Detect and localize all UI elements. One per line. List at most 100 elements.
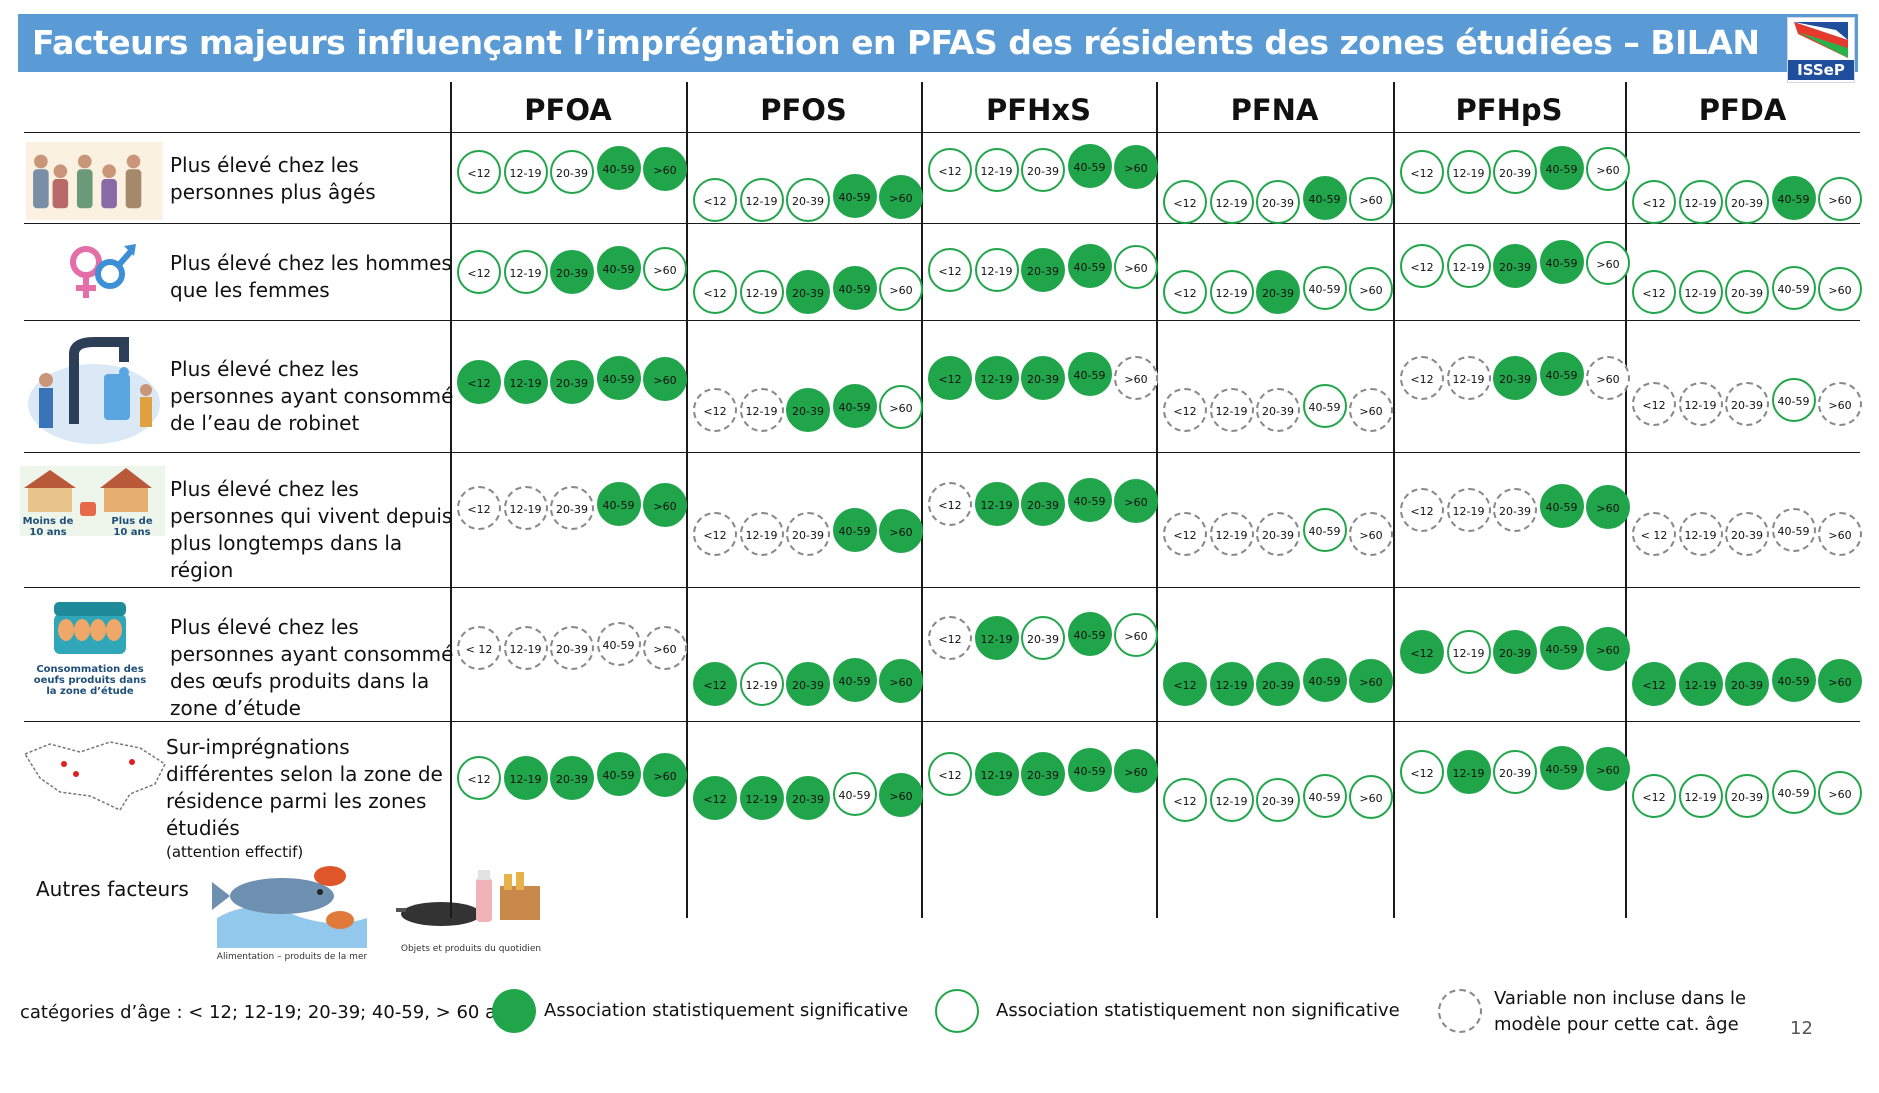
age-circle-sig: 40-59 (596, 146, 641, 190)
age-circle-sig: >60 (879, 509, 923, 553)
age-circle-sig: 20-39 (1021, 356, 1065, 400)
age-circle-sig: >60 (1586, 627, 1630, 671)
age-circle-ni: <12 (1632, 382, 1676, 426)
row-divider (24, 320, 1860, 321)
age-circle-sig: >60 (879, 773, 923, 817)
age-circle-ni: < 12 (1632, 512, 1676, 556)
age-circle-ns: 20-39 (1725, 180, 1769, 224)
age-circle-ni: 12-19 (1678, 382, 1723, 426)
gender-icon (58, 236, 138, 311)
page-number: 12 (1790, 1018, 1813, 1039)
age-circle-ns: <12 (457, 250, 501, 294)
age-circle-ni: 12-19 (503, 486, 548, 530)
age-circle-ns: <12 (1163, 270, 1207, 314)
column-header-pfos: PFOS (760, 93, 847, 127)
age-circle-sig: 20-39 (1725, 662, 1769, 706)
age-circle-ni: >60 (1114, 356, 1158, 400)
row-divider (24, 223, 1860, 224)
age-circle-sig: 12-19 (1446, 750, 1491, 794)
age-circle-ns: >60 (1818, 267, 1862, 311)
age-circle-sig: 20-39 (1256, 270, 1300, 314)
age-circle-ns: 20-39 (550, 150, 594, 194)
age-circle-ns: <12 (1163, 180, 1207, 224)
age-circle-ns: 12-19 (974, 148, 1019, 192)
age-circle-ns: <12 (1632, 774, 1676, 818)
age-circle-ns: 12-19 (974, 248, 1019, 292)
legend-ni-dot (1438, 989, 1482, 1033)
age-circle-ns: >60 (1818, 177, 1862, 221)
seafood-caption: Alimentation – produits de la mer (216, 952, 368, 962)
autres-facteurs-label: Autres facteurs (36, 877, 189, 901)
age-circle-ns: 12-19 (1678, 270, 1723, 314)
age-circle-ni: 12-19 (1446, 488, 1491, 532)
age-circle-ns: >60 (1349, 775, 1393, 819)
age-circle-ni: >60 (1818, 382, 1862, 426)
column-header-pfda: PFDA (1698, 93, 1787, 127)
age-circle-sig: 40-59 (596, 246, 641, 290)
age-circle-sig: <12 (928, 356, 972, 400)
age-circle-sig: 40-59 (1539, 484, 1584, 528)
age-circle-sig: <12 (693, 776, 737, 820)
age-circle-ns: 20-39 (1725, 774, 1769, 818)
age-circle-ns: >60 (879, 267, 923, 311)
map-icon (20, 734, 170, 819)
age-circle-ni: 20-39 (1256, 512, 1300, 556)
issep-logo: ISSeP (1787, 17, 1855, 83)
age-circle-sig: 12-19 (739, 776, 784, 820)
seafood-icon (212, 848, 372, 948)
age-circle-ns: <12 (928, 752, 972, 796)
age-circle-ni: <12 (693, 388, 737, 432)
eggs-icon (50, 600, 130, 665)
age-circle-sig: <12 (1163, 662, 1207, 706)
age-circle-ns: 12-19 (739, 662, 784, 706)
tap-water-icon (24, 334, 164, 449)
age-circle-ns: 20-39 (1493, 150, 1537, 194)
age-circle-ni: <12 (457, 486, 501, 530)
age-circle-ns: 12-19 (1209, 778, 1254, 822)
age-circle-ns: 40-59 (1302, 266, 1347, 310)
age-circle-sig: <12 (1400, 630, 1444, 674)
age-circle-ns: >60 (1818, 771, 1862, 815)
row-label: Sur-imprégnations différentes selon la z… (166, 734, 451, 862)
age-circle-sig: 20-39 (550, 360, 594, 404)
age-circle-sig: >60 (1818, 659, 1862, 703)
row-label-text: Plus élevé chez les personnes plus âgés (170, 153, 376, 204)
age-circle-sig: 12-19 (974, 752, 1019, 796)
logo-text: ISSeP (1788, 60, 1854, 80)
age-circle-ns: 40-59 (1302, 774, 1347, 818)
age-circle-ns: 40-59 (1302, 384, 1347, 428)
age-circle-ns: >60 (1349, 267, 1393, 311)
age-circle-sig: >60 (879, 659, 923, 703)
age-circle-ni: 40-59 (596, 622, 641, 666)
row-label-text: Plus élevé chez les personnes ayant cons… (170, 615, 454, 720)
age-circle-sig: >60 (1114, 479, 1158, 523)
age-circle-sig: 40-59 (1539, 146, 1584, 190)
age-circle-sig: <12 (457, 360, 501, 404)
age-circle-sig: 40-59 (832, 508, 877, 552)
age-circle-ns: <12 (457, 756, 501, 800)
age-circle-sig: 40-59 (832, 658, 877, 702)
age-circle-sig: 20-39 (1021, 752, 1065, 796)
age-circle-ns: 12-19 (503, 250, 548, 294)
age-circle-sig: 20-39 (786, 662, 830, 706)
age-circle-ni: 12-19 (739, 388, 784, 432)
age-circle-ns: 12-19 (739, 178, 784, 222)
houses-icon (20, 466, 165, 541)
age-circle-sig: 20-39 (550, 250, 594, 294)
age-circle-ns: >60 (1114, 245, 1158, 289)
age-circle-ni: 20-39 (1725, 512, 1769, 556)
legend-sig-dot (492, 989, 536, 1033)
age-circle-ns: <12 (1163, 778, 1207, 822)
age-circle-ni: <12 (928, 482, 972, 526)
age-circle-ns: 12-19 (1209, 270, 1254, 314)
age-circle-ni: >60 (1349, 512, 1393, 556)
age-circle-sig: <12 (1632, 662, 1676, 706)
age-circle-ni: >60 (1818, 512, 1862, 556)
age-circle-ni: <12 (1400, 488, 1444, 532)
icon-caption: Moins de 10 ans (22, 516, 74, 538)
age-circle-ns: >60 (1586, 147, 1630, 191)
age-circle-sig: 12-19 (503, 360, 548, 404)
age-circle-sig: >60 (879, 175, 923, 219)
icon-caption: Plus de 10 ans (111, 516, 153, 538)
age-circle-sig: >60 (1114, 749, 1158, 793)
